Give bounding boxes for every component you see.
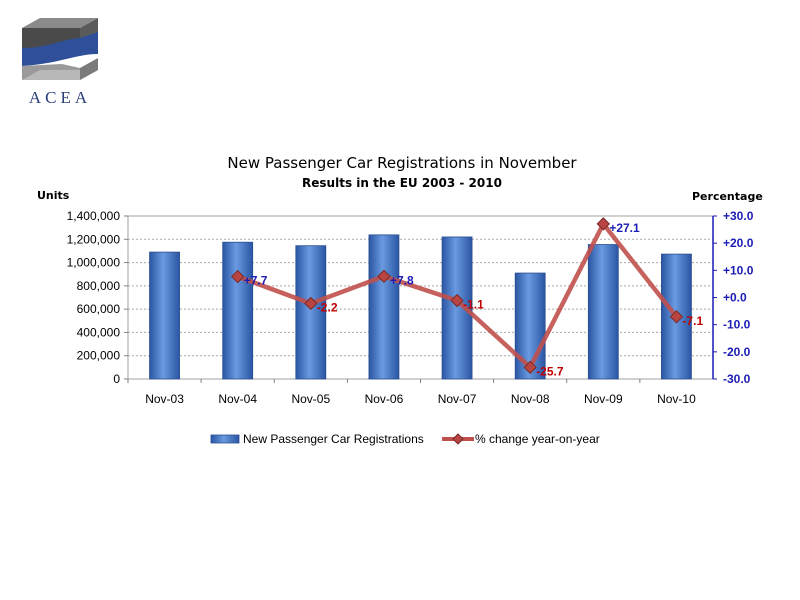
y-left-tick-label: 1,000,000 xyxy=(67,256,121,270)
y-right-tick-label: +20.0 xyxy=(723,236,754,250)
x-tick-label: Nov-05 xyxy=(291,392,330,406)
plot-area xyxy=(127,215,714,380)
legend: New Passenger Car Registrations % change … xyxy=(210,432,600,446)
x-tick-label: Nov-03 xyxy=(145,392,184,406)
y-right-tick-label: +0.0 xyxy=(723,291,747,305)
line-point xyxy=(523,360,537,375)
bar-series xyxy=(149,234,692,380)
bar xyxy=(149,251,180,380)
y-right-tick-label: +10.0 xyxy=(723,263,754,277)
x-tick-label: Nov-08 xyxy=(511,392,550,406)
data-label: +27.1 xyxy=(609,221,640,235)
bar xyxy=(222,241,254,380)
y-right-tick-label: -30.0 xyxy=(723,372,751,386)
chart-text: 0 200,000 400,000 600,000 800,000 1,000,000 1,… xyxy=(37,154,763,406)
acea-logo-mark xyxy=(22,18,98,80)
y-left-tick-label: 1,200,000 xyxy=(67,232,121,246)
y-left-axis-title: Units xyxy=(37,189,70,202)
y-left-tick-label: 1,400,000 xyxy=(67,209,121,223)
chart-subtitle: Results in the EU 2003 - 2010 xyxy=(302,176,502,190)
y-right-tick-label: +30.0 xyxy=(723,209,754,223)
line-point xyxy=(230,269,245,284)
x-tick-label: Nov-04 xyxy=(218,392,257,406)
y-right-tick-label: -20.0 xyxy=(723,345,751,359)
legend-bar-swatch xyxy=(210,434,240,444)
data-label: -1.1 xyxy=(463,297,484,311)
x-tick-label: Nov-10 xyxy=(657,392,696,406)
y-left-tick-label: 600,000 xyxy=(77,302,121,316)
x-tick-label: Nov-09 xyxy=(584,392,623,406)
x-tick-label: Nov-07 xyxy=(438,392,477,406)
data-label: +7.7 xyxy=(244,274,268,288)
bar xyxy=(368,234,400,380)
line-series xyxy=(230,217,684,375)
chart-title: New Passenger Car Registrations in Novem… xyxy=(227,154,577,172)
line-point xyxy=(596,217,611,231)
data-label: -7.1 xyxy=(682,314,703,328)
data-label: -2.2 xyxy=(317,300,338,314)
y-right-tick-label: -10.0 xyxy=(723,318,751,332)
legend-bar-label: New Passenger Car Registrations xyxy=(243,432,424,446)
legend-line-marker xyxy=(452,433,464,445)
logo-text: ACEA xyxy=(28,88,92,107)
y-left-tick-label: 0 xyxy=(113,372,120,386)
acea-logo: ACEA xyxy=(18,14,102,110)
line-point xyxy=(304,296,318,311)
line-point xyxy=(669,310,684,324)
y-right-axis-title: Percentage xyxy=(692,190,763,203)
bar xyxy=(295,245,327,380)
data-label: -25.7 xyxy=(536,364,564,378)
data-label: +7.8 xyxy=(390,273,414,287)
bar xyxy=(587,244,619,380)
axes xyxy=(124,215,717,383)
line-point xyxy=(377,269,391,284)
y-left-tick-label: 800,000 xyxy=(77,279,121,293)
gridlines xyxy=(127,215,714,380)
legend-line-label: % change year-on-year xyxy=(475,432,600,446)
line-point xyxy=(450,293,464,308)
x-tick-label: Nov-06 xyxy=(365,392,404,406)
y-left-tick-label: 400,000 xyxy=(77,325,121,339)
y-left-tick-label: 200,000 xyxy=(77,349,121,363)
